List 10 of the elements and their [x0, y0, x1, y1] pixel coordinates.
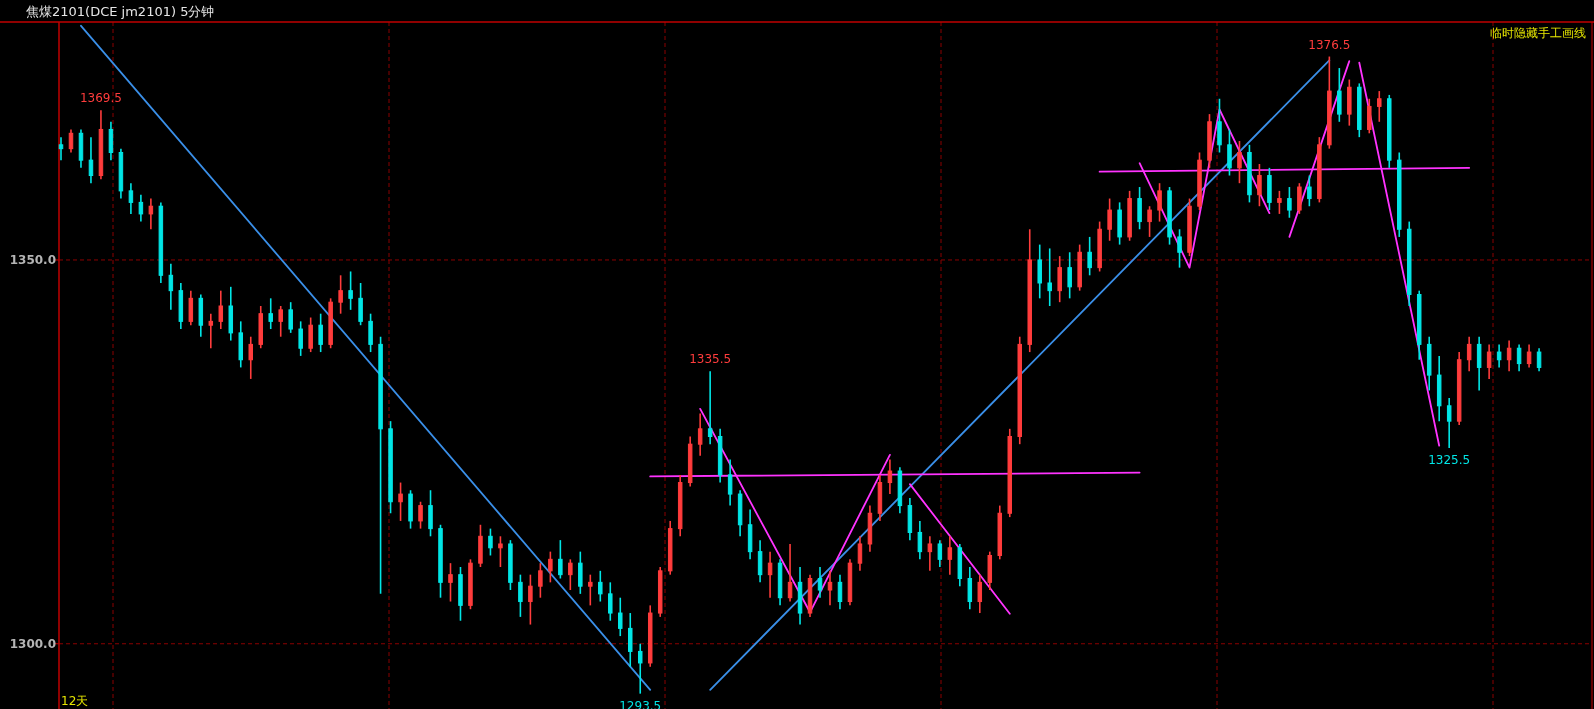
chart-title: 焦煤2101(DCE jm2101) 5分钟 [26, 4, 215, 19]
annotation: 1335.5 [689, 352, 732, 367]
annotation: 12天 [61, 694, 89, 708]
y-tick-label: 1300.0 [9, 636, 56, 651]
annotation: 1369.5 [79, 91, 122, 106]
annotation: 临时隐藏手工画线 [1490, 26, 1586, 40]
y-tick-label: 1350.0 [9, 252, 56, 267]
annotation: 1293.5 [619, 698, 662, 709]
annotation: 1325.5 [1428, 453, 1471, 468]
annotation: 1376.5 [1308, 37, 1351, 52]
